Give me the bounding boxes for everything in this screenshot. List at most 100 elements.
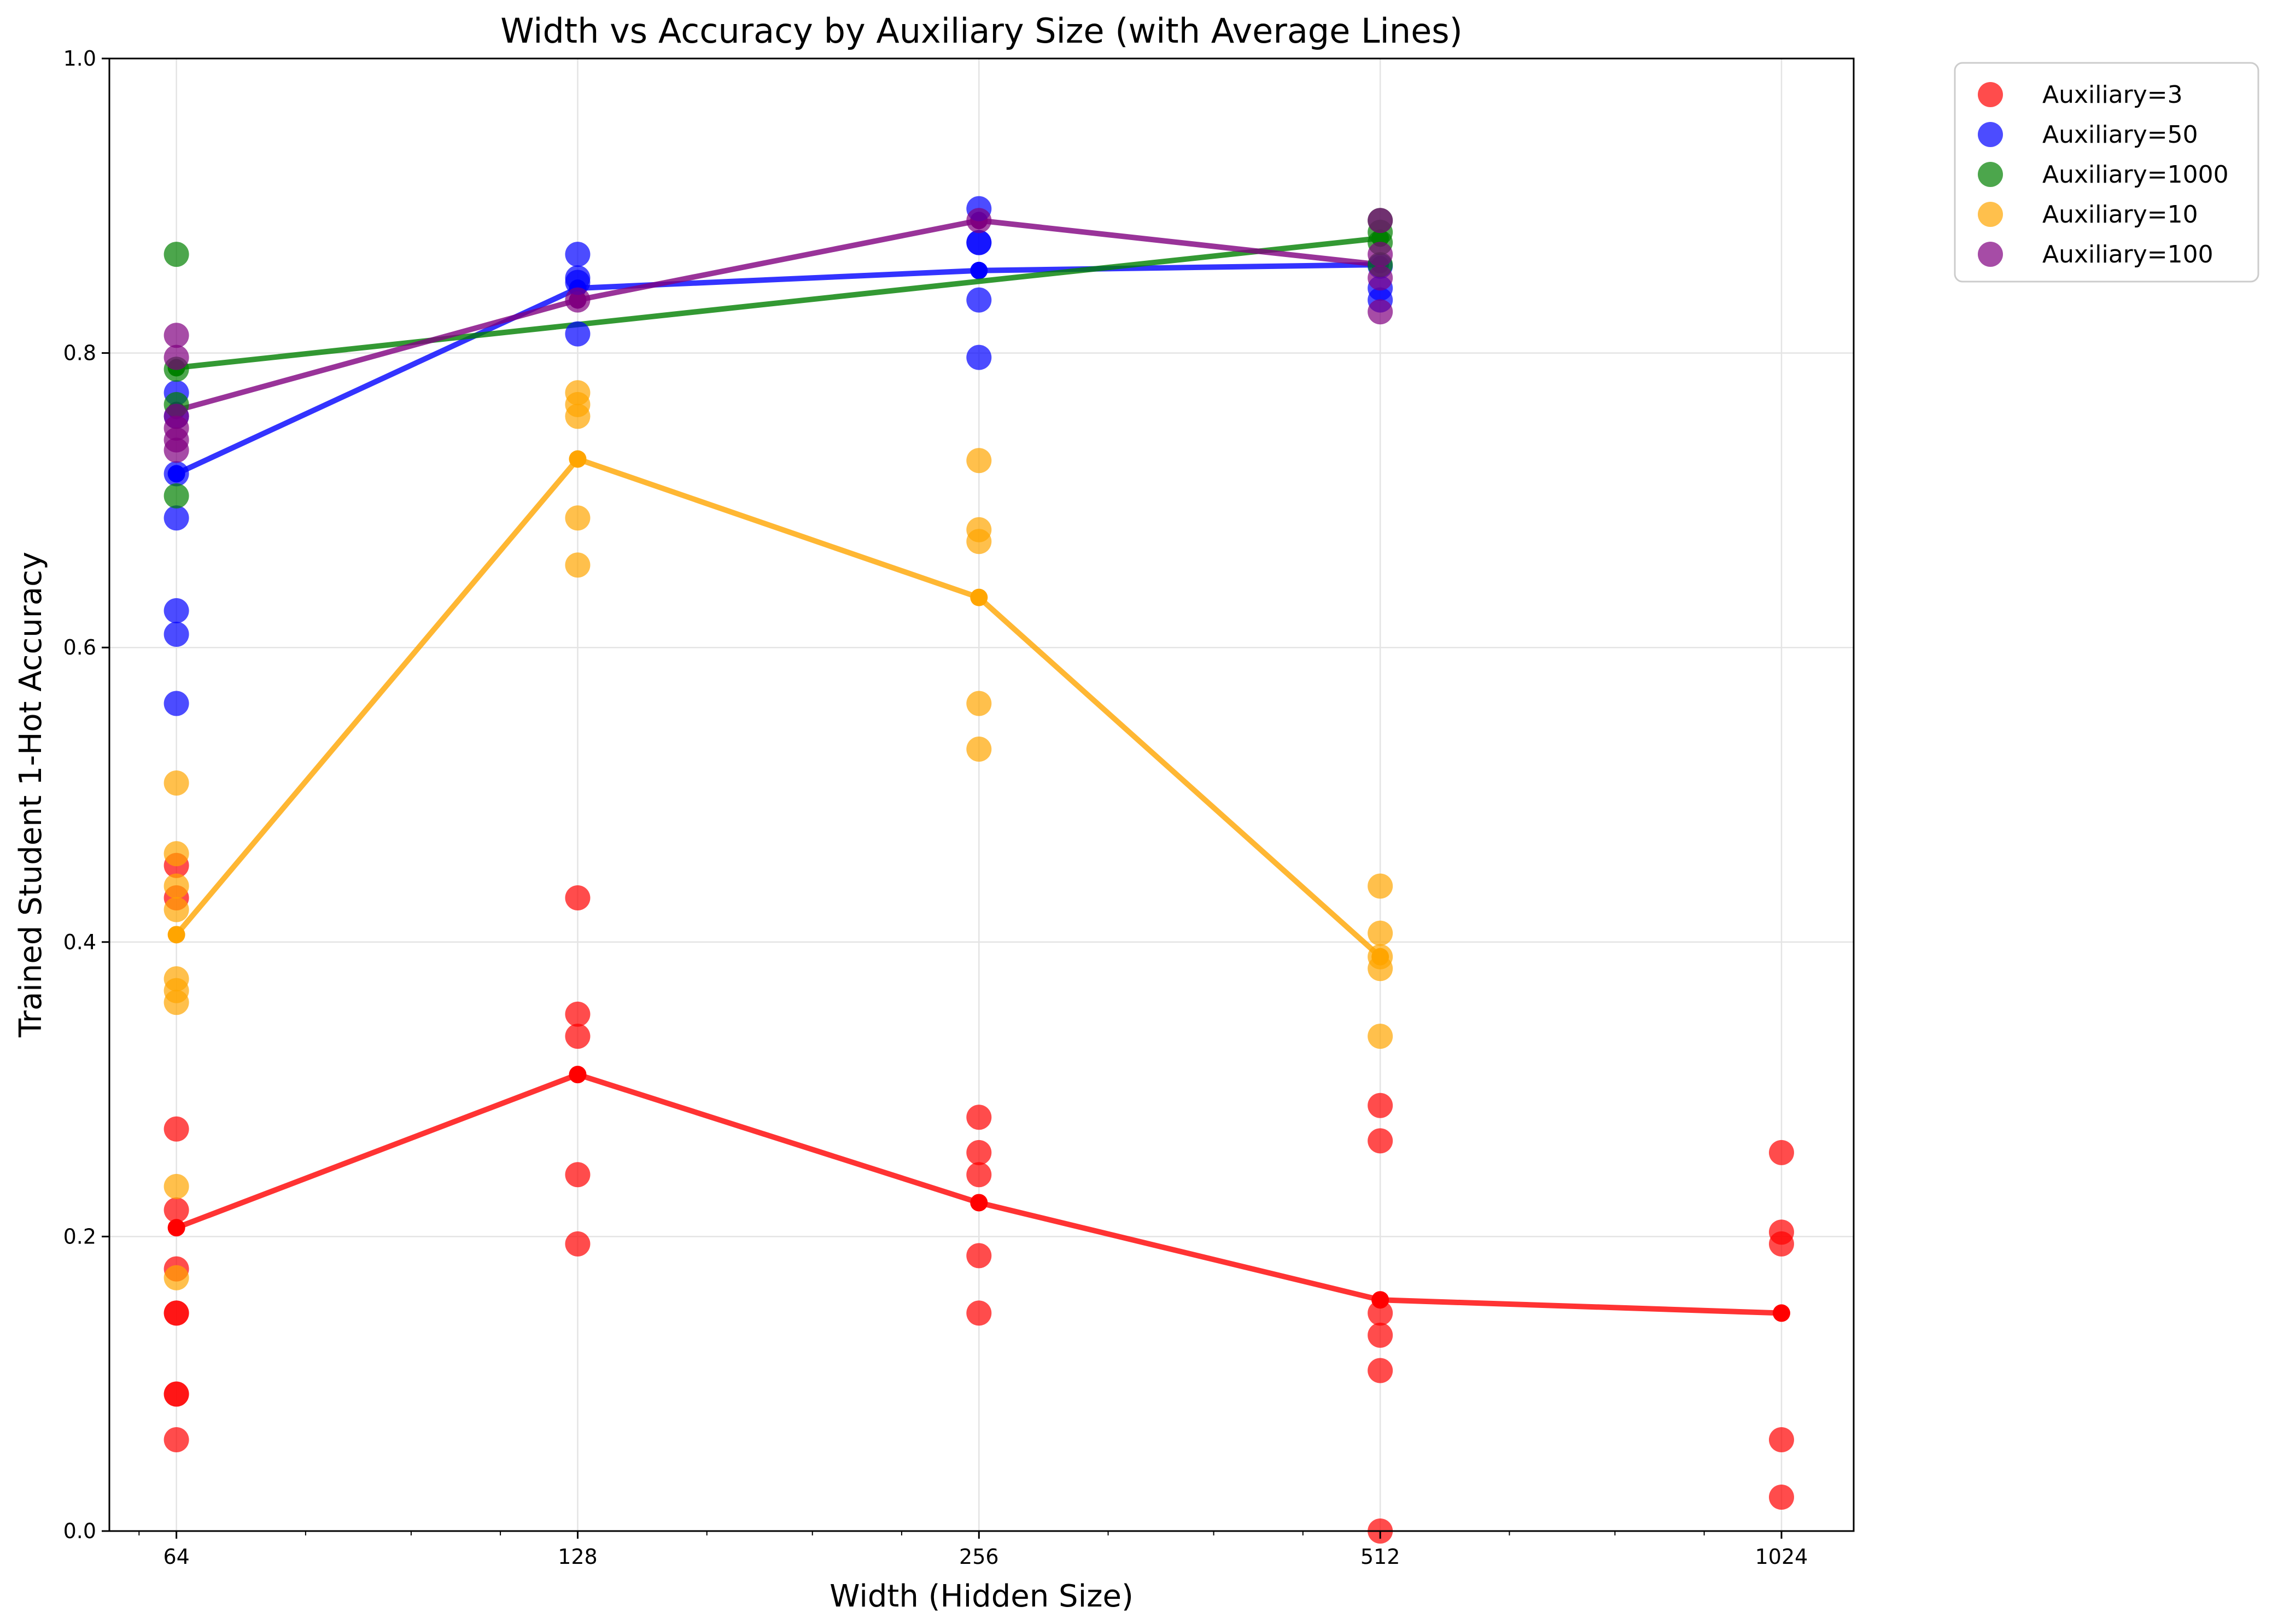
data-point-auxiliary-50 — [966, 287, 992, 313]
legend-label-auxiliary-3: Auxiliary=3 — [2042, 81, 2183, 109]
legend-marker-auxiliary-50 — [1978, 122, 2003, 147]
average-marker-auxiliary-3 — [569, 1066, 587, 1084]
data-point-auxiliary-10 — [966, 529, 992, 554]
average-marker-auxiliary-3 — [970, 1194, 988, 1212]
data-point-auxiliary-3 — [565, 1024, 591, 1049]
data-point-auxiliary-3 — [163, 1427, 189, 1453]
data-point-auxiliary-10 — [163, 990, 189, 1015]
data-point-auxiliary-3 — [966, 1105, 992, 1130]
data-point-auxiliary-100 — [1368, 208, 1393, 233]
data-point-auxiliary-3 — [1368, 1300, 1393, 1326]
data-point-auxiliary-3 — [966, 1162, 992, 1188]
average-marker-auxiliary-10 — [569, 450, 587, 468]
axis-ticks: 64 128 256 512 1024 0.0 0.2 0.4 0.6 0.8 1.0 — [63, 46, 1808, 1569]
data-point-auxiliary-3 — [565, 1231, 591, 1257]
average-marker-auxiliary-3 — [167, 1219, 185, 1237]
legend-label-auxiliary-100: Auxiliary=100 — [2042, 241, 2213, 268]
data-point-auxiliary-50 — [163, 598, 189, 623]
y-tick-label: 0.6 — [63, 635, 96, 659]
data-point-auxiliary-3 — [163, 1116, 189, 1142]
data-point-auxiliary-100 — [565, 287, 591, 313]
grid — [109, 59, 1854, 1531]
legend: Auxiliary=3 Auxiliary=50 Auxiliary=1000 Aux… — [1954, 62, 2259, 283]
data-point-auxiliary-10 — [163, 873, 189, 899]
plot-frame — [108, 57, 1855, 1532]
data-point-auxiliary-50 — [966, 344, 992, 370]
data-point-auxiliary-10 — [565, 552, 591, 578]
data-point-auxiliary-3 — [1768, 1231, 1794, 1257]
average-line-auxiliary-1000 — [173, 235, 1383, 371]
data-point-auxiliary-10 — [163, 770, 189, 796]
data-point-auxiliary-3 — [1368, 1322, 1393, 1348]
data-point-auxiliary-100 — [1368, 242, 1393, 267]
data-point-auxiliary-10 — [163, 841, 189, 867]
data-point-auxiliary-3 — [966, 1140, 992, 1165]
chart-title: Width vs Accuracy by Auxiliary Size (wit… — [500, 11, 1462, 51]
data-point-auxiliary-3 — [163, 1300, 189, 1326]
average-marker-auxiliary-10 — [167, 926, 185, 944]
data-point-auxiliary-10 — [163, 897, 189, 922]
data-point-auxiliary-50 — [163, 505, 189, 531]
average-line-auxiliary-100 — [173, 218, 1383, 413]
y-axis-label: Trained Student 1-Hot Accuracy — [13, 552, 49, 1038]
y-tick-label: 0.4 — [63, 930, 96, 954]
data-point-auxiliary-50 — [163, 461, 189, 487]
data-point-auxiliary-50 — [565, 270, 591, 295]
data-point-auxiliary-3 — [966, 1300, 992, 1326]
data-point-auxiliary-10 — [1368, 1024, 1393, 1049]
y-tick-label: 1.0 — [63, 46, 96, 71]
data-point-auxiliary-3 — [565, 1001, 591, 1027]
y-tick-label: 0.2 — [63, 1224, 96, 1248]
data-point-auxiliary-10 — [1368, 956, 1393, 982]
data-point-auxiliary-10 — [163, 1173, 189, 1199]
data-points — [163, 196, 1794, 1544]
data-point-auxiliary-10 — [565, 404, 591, 429]
data-point-auxiliary-10 — [1368, 873, 1393, 899]
average-line-auxiliary-10 — [173, 456, 1383, 960]
average-marker-auxiliary-50 — [970, 261, 988, 279]
data-point-auxiliary-10 — [565, 505, 591, 531]
data-point-auxiliary-10 — [966, 691, 992, 716]
legend-label-auxiliary-1000: Auxiliary=1000 — [2042, 161, 2229, 189]
data-point-auxiliary-10 — [1368, 920, 1393, 946]
x-tick-label: 1024 — [1755, 1545, 1808, 1569]
legend-frame — [1954, 62, 2259, 283]
legend-marker-auxiliary-10 — [1978, 202, 2003, 227]
data-point-auxiliary-3 — [163, 1197, 189, 1223]
data-point-auxiliary-3 — [565, 1162, 591, 1188]
data-point-auxiliary-3 — [565, 885, 591, 911]
average-marker-auxiliary-10 — [970, 588, 988, 606]
data-point-auxiliary-3 — [966, 1243, 992, 1269]
data-point-auxiliary-10 — [966, 737, 992, 762]
x-tick-label: 512 — [1360, 1545, 1400, 1569]
data-point-auxiliary-3 — [163, 1381, 189, 1407]
data-point-auxiliary-100 — [163, 344, 189, 370]
data-point-auxiliary-3 — [1368, 1358, 1393, 1383]
x-tick-label: 64 — [163, 1545, 189, 1569]
data-point-auxiliary-100 — [1368, 265, 1393, 291]
average-line-auxiliary-50 — [173, 262, 1383, 477]
data-point-auxiliary-50 — [163, 621, 189, 647]
average-lines — [167, 212, 1790, 1322]
data-point-auxiliary-1000 — [163, 242, 189, 267]
legend-marker-auxiliary-1000 — [1978, 162, 2003, 187]
data-point-auxiliary-10 — [966, 448, 992, 474]
data-point-auxiliary-50 — [565, 242, 591, 267]
y-tick-label: 0.0 — [63, 1519, 96, 1543]
legend-label-auxiliary-10: Auxiliary=10 — [2042, 201, 2198, 229]
data-point-auxiliary-50 — [565, 321, 591, 347]
data-point-auxiliary-10 — [163, 1265, 189, 1290]
data-point-auxiliary-3 — [1368, 1093, 1393, 1118]
legend-marker-auxiliary-100 — [1978, 242, 2003, 267]
y-tick-label: 0.8 — [63, 341, 96, 365]
legend-marker-auxiliary-3 — [1978, 82, 2003, 107]
legend-label-auxiliary-50: Auxiliary=50 — [2042, 121, 2198, 149]
data-point-auxiliary-3 — [1768, 1140, 1794, 1165]
x-tick-label: 256 — [959, 1545, 999, 1569]
x-axis-label: Width (Hidden Size) — [830, 1579, 1134, 1614]
average-marker-auxiliary-3 — [1772, 1304, 1790, 1322]
data-point-auxiliary-50 — [966, 230, 992, 255]
x-tick-label: 128 — [558, 1545, 598, 1569]
data-point-auxiliary-1000 — [163, 483, 189, 509]
